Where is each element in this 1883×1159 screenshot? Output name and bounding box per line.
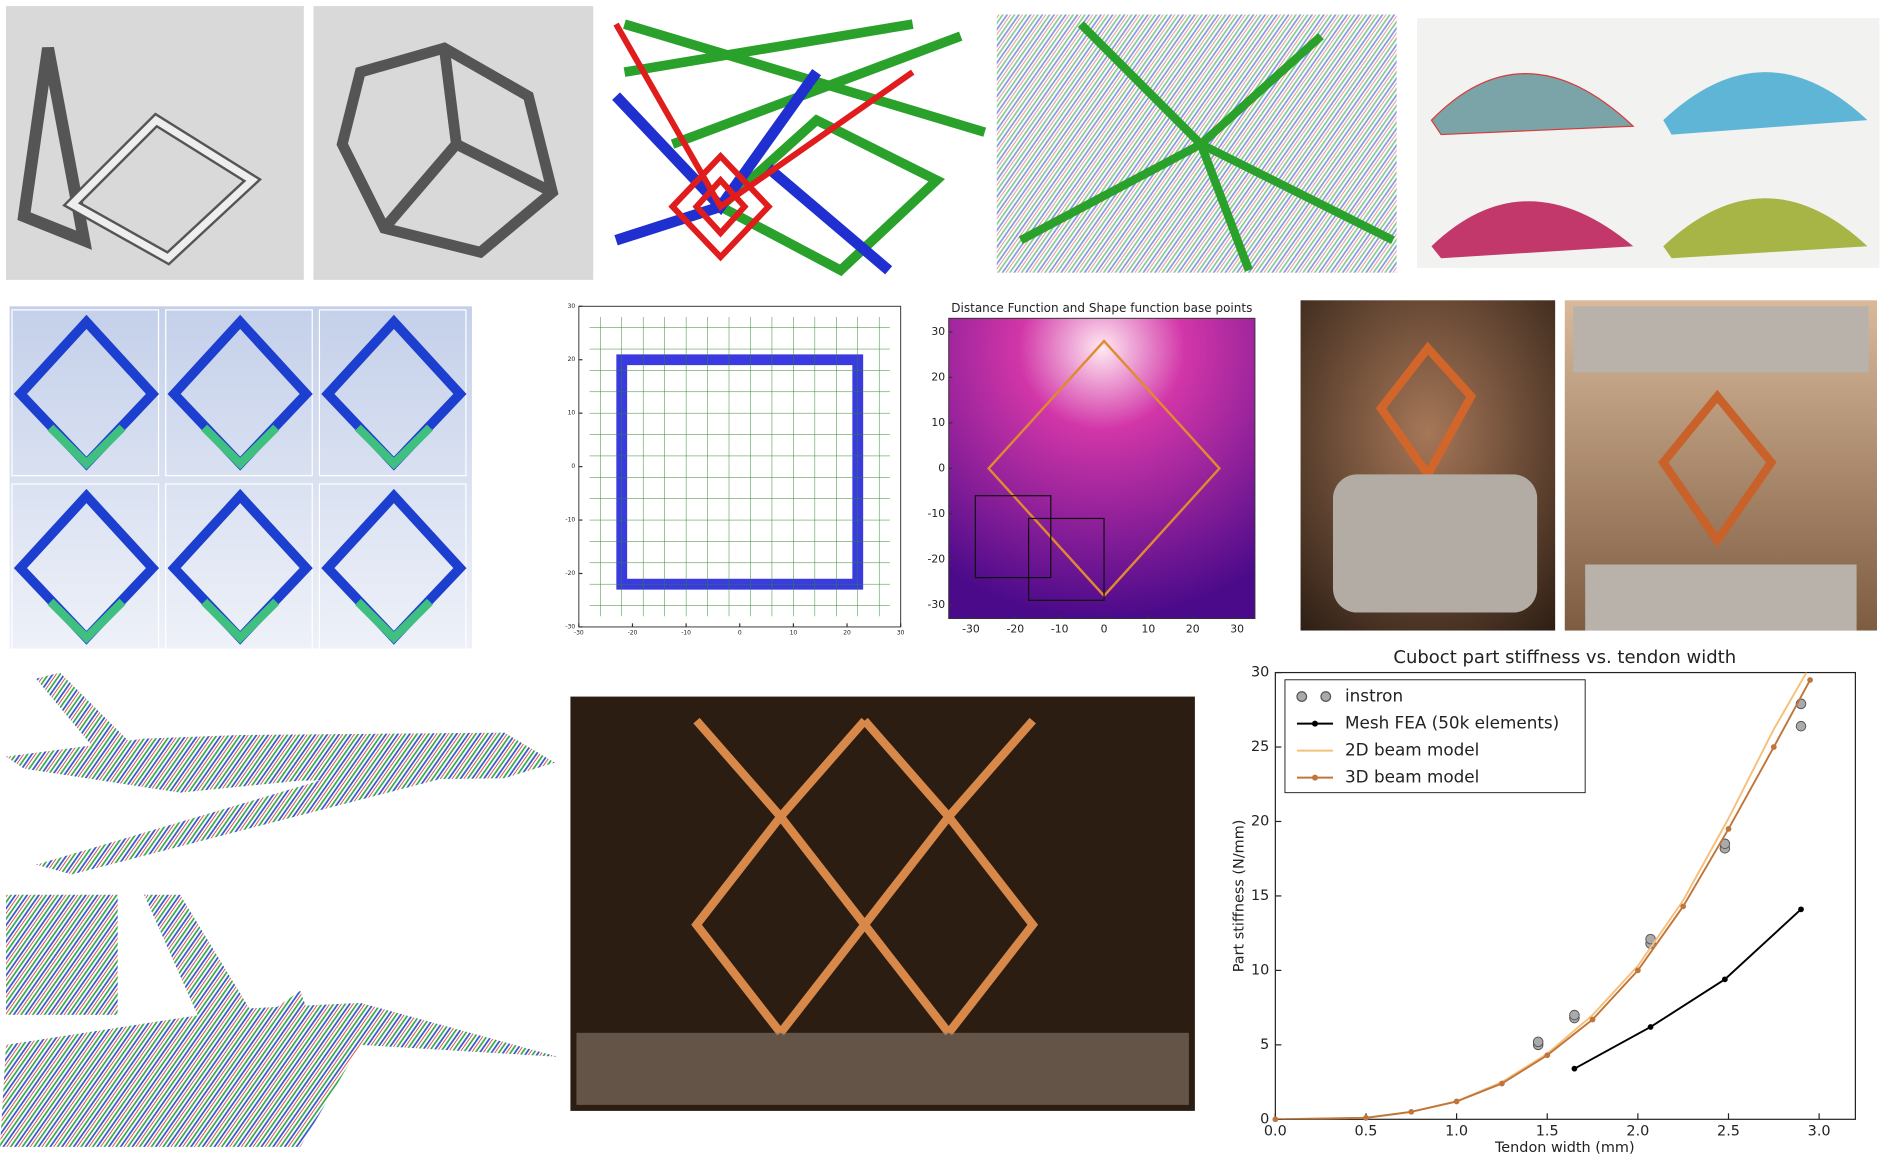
data-point — [1454, 1099, 1459, 1104]
legend-label: instron — [1345, 686, 1403, 706]
data-point — [1722, 977, 1727, 982]
data-point — [1808, 678, 1813, 683]
y-tick-label: -30 — [565, 623, 575, 630]
x-tick-label: 30 — [897, 629, 905, 636]
lattice-render — [616, 14, 986, 272]
data-point — [1364, 1115, 1369, 1120]
data-point — [1500, 1081, 1505, 1086]
data-point — [1273, 1117, 1278, 1122]
y-tick-label: -10 — [565, 517, 575, 524]
photo-fixture — [1333, 474, 1537, 612]
y-tick-label: 30 — [568, 303, 576, 310]
data-point — [1648, 1025, 1653, 1030]
x-tick-label: 1.0 — [1445, 1123, 1468, 1139]
y-tick-label: 10 — [568, 410, 576, 417]
lattice-inset — [6, 895, 118, 1015]
data-point — [1799, 907, 1804, 912]
photo-table — [576, 1033, 1188, 1105]
y-tick-label: -30 — [927, 598, 945, 611]
data-point — [1409, 1109, 1414, 1114]
legend-label: Mesh FEA (50k elements) — [1345, 713, 1559, 733]
y-tick-label: 0 — [1260, 1111, 1269, 1127]
legend-marker — [1313, 775, 1318, 780]
legend-marker — [1313, 721, 1318, 726]
data-point — [1726, 827, 1731, 832]
x-tick-label: 10 — [790, 629, 798, 636]
x-tick-label: -30 — [962, 622, 980, 635]
x-tick-label: 20 — [843, 629, 851, 636]
y-tick-label: 20 — [931, 370, 945, 383]
legend-marker — [1297, 692, 1307, 702]
plot-title: Distance Function and Shape function bas… — [951, 301, 1252, 315]
data-point — [1681, 904, 1686, 909]
y-tick-label: 15 — [1251, 888, 1269, 904]
x-tick-label: 0 — [1101, 622, 1108, 635]
y-tick-label: 20 — [1251, 813, 1269, 829]
airplane-lattice — [6, 673, 555, 875]
y-tick-label: -20 — [927, 552, 945, 565]
data-point — [1796, 721, 1806, 731]
x-tick-label: -10 — [681, 629, 691, 636]
x-tick-label: 2.5 — [1717, 1123, 1740, 1139]
page: {"panels": { "mesh_plot": {"xlim": [-30,… — [0, 0, 1883, 1159]
x-tick-label: 20 — [1186, 622, 1200, 635]
y-tick-label: 20 — [568, 356, 576, 363]
data-point — [1570, 1010, 1580, 1020]
x-tick-label: 10 — [1142, 622, 1156, 635]
x-tick-label: 0 — [738, 629, 742, 636]
y-tick-label: 0 — [571, 463, 575, 470]
stiffness-chart: Cuboct part stiffness vs. tendon width T… — [1231, 647, 1855, 1156]
data-point — [1533, 1037, 1543, 1047]
x-tick-label: 3.0 — [1808, 1123, 1831, 1139]
y-tick-label: 10 — [1251, 962, 1269, 978]
data-point — [1572, 1066, 1577, 1071]
y-tick-label: 5 — [1260, 1037, 1269, 1053]
legend-marker — [1321, 692, 1331, 702]
y-tick-label: 30 — [931, 325, 945, 338]
legend-label: 2D beam model — [1345, 740, 1479, 760]
x-tick-label: -30 — [574, 629, 584, 636]
fea-background — [10, 306, 472, 648]
collage: -30-20-100102030-30-20-100102030 -30-20-… — [0, 0, 1883, 1159]
y-tick-label: -20 — [565, 570, 575, 577]
y-axis-label: Part stiffness (N/mm) — [1231, 820, 1247, 973]
data-point — [1590, 1017, 1595, 1022]
x-axis-label: Tendon width (mm) — [1494, 1140, 1635, 1156]
data-point — [1635, 968, 1640, 973]
y-tick-label: 0 — [938, 461, 945, 474]
chart-title: Cuboct part stiffness vs. tendon width — [1393, 647, 1736, 668]
legend-label: 3D beam model — [1345, 767, 1479, 787]
y-tick-label: 30 — [1251, 665, 1269, 681]
y-tick-label: -10 — [927, 507, 945, 520]
y-tick-label: 25 — [1251, 739, 1269, 755]
x-tick-label: 2.0 — [1626, 1123, 1649, 1139]
photo-fixture — [1585, 564, 1856, 630]
x-tick-label: 30 — [1230, 622, 1244, 635]
x-tick-label: -10 — [1051, 622, 1069, 635]
y-tick-label: 10 — [931, 416, 945, 429]
plot-background — [949, 318, 1255, 618]
photo-fixture — [1573, 306, 1868, 372]
x-tick-label: -20 — [628, 629, 638, 636]
data-point — [1545, 1053, 1550, 1058]
fea-grid — [10, 306, 472, 649]
x-tick-label: 0.5 — [1355, 1123, 1378, 1139]
distance-plot: -30 -20 -10 0 10 20 30 -30 -20 -10 0 10 20 30 Distance… — [927, 301, 1254, 635]
x-tick-label: 1.5 — [1536, 1123, 1559, 1139]
x-tick-label: -20 — [1006, 622, 1024, 635]
data-point — [1771, 745, 1776, 750]
